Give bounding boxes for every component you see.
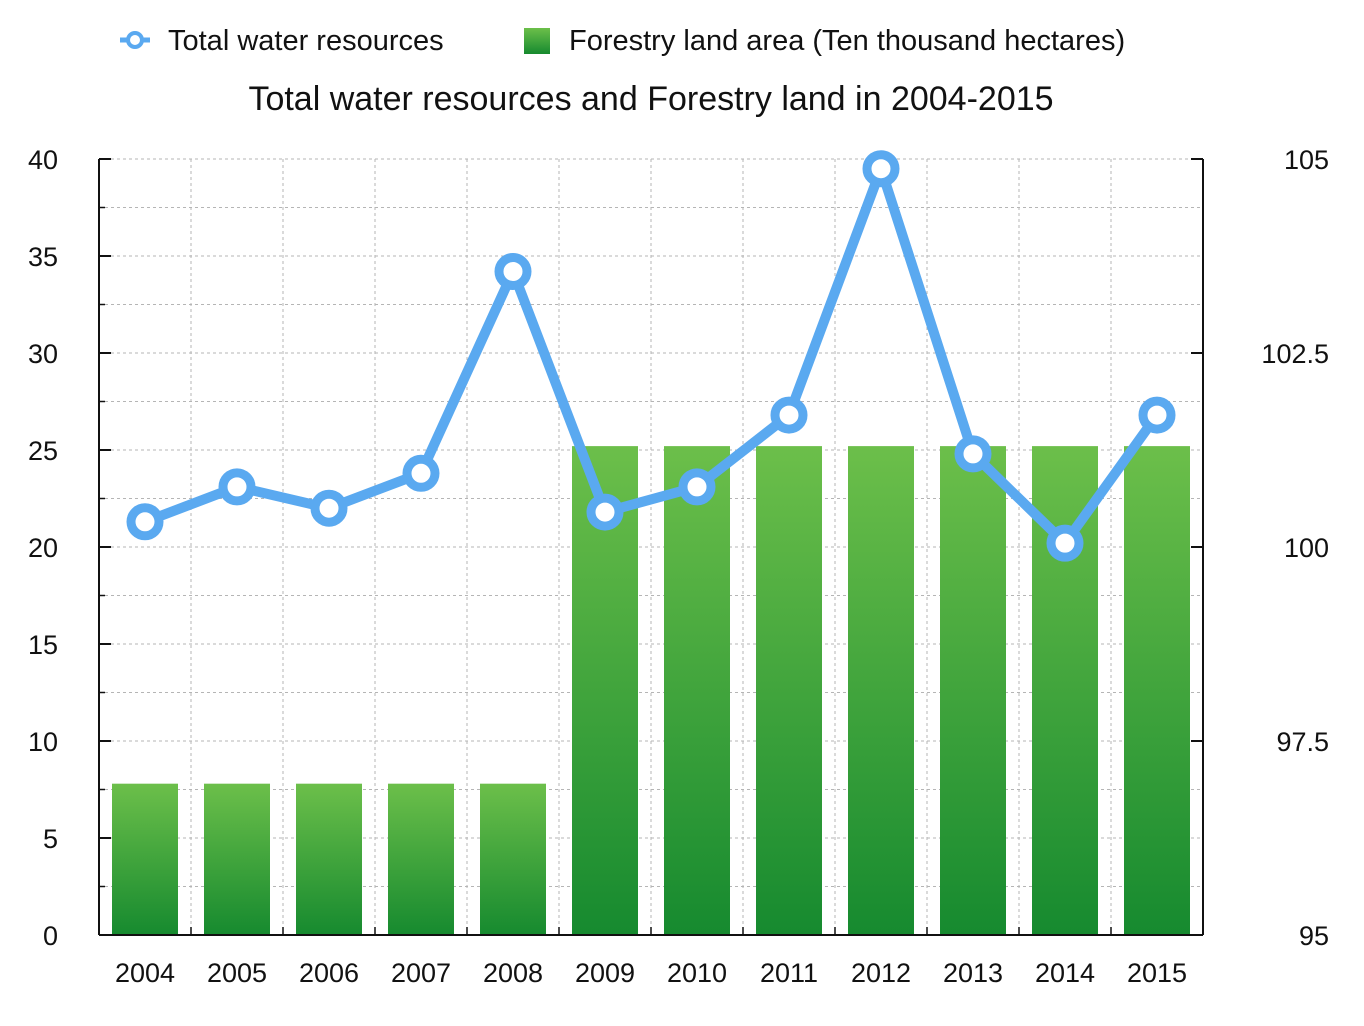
tick-label-left: 0 — [43, 921, 58, 951]
tick-label-left: 20 — [28, 533, 58, 563]
point-water-2014 — [1046, 524, 1084, 562]
tick-label-category: 2007 — [391, 958, 451, 988]
point-water-2013 — [954, 435, 992, 473]
bar-forestry-2008 — [480, 783, 546, 935]
series-line-water — [140, 163, 1162, 549]
bar-forestry-2007 — [388, 783, 454, 935]
legend-label-forestry: Forestry land area (Ten thousand hectare… — [569, 25, 1125, 57]
tick-label-left: 10 — [28, 727, 58, 757]
axes-layer — [98, 158, 1204, 936]
legend-line-marker — [126, 31, 144, 49]
bar-forestry-2011 — [756, 446, 822, 935]
tick-label-category: 2015 — [1127, 958, 1187, 988]
bars-layer — [112, 446, 1190, 935]
point-water-2009 — [586, 493, 624, 531]
bar-forestry-2005 — [204, 783, 270, 935]
point-water-2011 — [770, 396, 808, 434]
point-water-2006 — [310, 489, 348, 527]
tick-label-category: 2008 — [483, 958, 543, 988]
bar-forestry-2010 — [664, 446, 730, 935]
tick-label-category: 2013 — [943, 958, 1003, 988]
point-water-2008 — [494, 253, 532, 291]
point-water-2010 — [678, 468, 716, 506]
tick-label-category: 2012 — [851, 958, 911, 988]
legend-bar-swatch — [524, 28, 550, 54]
tick-label-category: 2006 — [299, 958, 359, 988]
bar-forestry-2013 — [940, 446, 1006, 935]
tick-label-left: 40 — [28, 145, 58, 175]
tick-label-category: 2005 — [207, 958, 267, 988]
bar-forestry-2006 — [296, 783, 362, 935]
tick-label-left: 30 — [28, 339, 58, 369]
tick-label-right: 105 — [1284, 145, 1329, 175]
tick-label-right: 102.5 — [1261, 339, 1329, 369]
bar-forestry-2012 — [848, 446, 914, 935]
grid-layer — [99, 158, 1203, 935]
line-layer — [126, 150, 1176, 562]
point-water-2005 — [218, 468, 256, 506]
tick-label-right: 95 — [1299, 921, 1329, 951]
legend: Total water resources Forestry land area… — [120, 25, 1125, 57]
tick-label-category: 2014 — [1035, 958, 1095, 988]
tick-label-left: 35 — [28, 242, 58, 272]
tick-label-category: 2004 — [115, 958, 175, 988]
bar-forestry-2015 — [1124, 446, 1190, 935]
tick-label-right: 100 — [1284, 533, 1329, 563]
tick-label-left: 25 — [28, 436, 58, 466]
tick-label-category: 2009 — [575, 958, 635, 988]
point-water-2004 — [126, 503, 164, 541]
bar-forestry-2004 — [112, 783, 178, 935]
tick-label-right: 97.5 — [1276, 727, 1329, 757]
labels-layer: 0 5 10 15 20 25 30 35 40 95 97.5 100 102.5 105 2004 200… — [28, 145, 1329, 988]
point-water-2007 — [402, 454, 440, 492]
tick-label-left: 15 — [28, 630, 58, 660]
tick-label-category: 2011 — [760, 958, 818, 988]
tick-label-category: 2010 — [667, 958, 727, 988]
tick-label-left: 5 — [43, 824, 58, 854]
legend-label-water: Total water resources — [168, 25, 444, 57]
point-water-2012 — [862, 150, 900, 188]
chart-title: Total water resources and Forestry land … — [248, 80, 1053, 118]
point-water-2015 — [1138, 396, 1176, 434]
